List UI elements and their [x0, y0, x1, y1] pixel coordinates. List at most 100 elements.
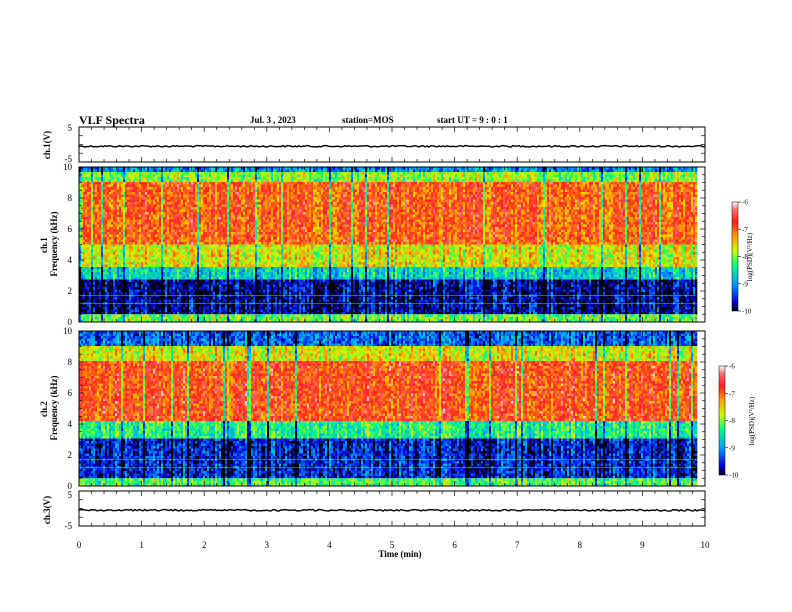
spectrogram-cell: [205, 210, 207, 213]
spectrogram-cell: [151, 315, 153, 318]
spectrogram-cell: [231, 257, 233, 260]
spectrogram-cell: [121, 215, 123, 218]
spectrogram-cell: [201, 212, 203, 215]
spectrogram-cell: [163, 255, 165, 258]
spectrogram-cell: [113, 207, 115, 210]
spectrogram-cell: [83, 172, 85, 175]
spectrogram-cell: [179, 290, 181, 293]
spectrogram-cell: [179, 172, 181, 175]
spectrogram-cell: [179, 202, 181, 205]
spectrogram-cell: [167, 280, 169, 283]
spectrogram-cell: [89, 190, 91, 193]
spectrogram-cell: [193, 287, 195, 290]
spectrogram-cell: [85, 200, 87, 203]
spectrogram-cell: [145, 270, 147, 273]
spectrogram-cell: [207, 202, 209, 205]
spectrogram-cell: [151, 305, 153, 308]
spectrogram-cell: [177, 190, 179, 193]
spectrogram-cell: [173, 297, 175, 300]
spectrogram-cell: [139, 212, 141, 215]
spectrogram-cell: [187, 247, 189, 250]
spectrogram-cell: [159, 182, 161, 185]
spectrogram-cell: [225, 215, 227, 218]
spectrogram-cell: [107, 305, 109, 308]
spectrogram-cell: [159, 197, 161, 200]
spectrogram-cell: [145, 205, 147, 208]
spectrogram-cell: [131, 287, 133, 290]
spectrogram-cell: [209, 285, 211, 288]
spectrogram-cell: [213, 170, 215, 173]
spectrogram-cell: [81, 310, 83, 313]
spectrogram-cell: [125, 247, 127, 250]
spectrogram-cell: [165, 260, 167, 263]
spectrogram-cell: [133, 310, 135, 313]
spectrogram-cell: [209, 272, 211, 275]
spectrogram-cell: [105, 175, 107, 178]
spectrogram-cell: [153, 260, 155, 263]
spectrogram-cell: [93, 222, 95, 225]
spectrogram-cell: [189, 205, 191, 208]
spectrogram-cell: [209, 270, 211, 273]
spectrogram-cell: [151, 255, 153, 258]
spectrogram-cell: [185, 277, 187, 280]
spectrogram-cell: [87, 267, 89, 270]
spectrogram-cell: [121, 287, 123, 290]
spectrogram-cell: [201, 290, 203, 293]
spectrogram-cell: [83, 272, 85, 275]
spectrogram-cell: [171, 180, 173, 183]
spectrogram-cell: [109, 235, 111, 238]
spectrogram-cell: [121, 300, 123, 303]
spectrogram-cell: [221, 190, 223, 193]
spectrogram-cell: [137, 272, 139, 275]
spectrogram-cell: [181, 182, 183, 185]
spectrogram-cell: [151, 297, 153, 300]
spectrogram-cell: [159, 262, 161, 265]
spectrogram-cell: [169, 245, 171, 248]
spectrogram-cell: [209, 317, 211, 320]
spectrogram-cell: [113, 280, 115, 283]
spectrogram-cell: [211, 255, 213, 258]
spectrogram-cell: [229, 220, 231, 223]
spectrogram-cell: [89, 222, 91, 225]
spectrogram-cell: [143, 277, 145, 280]
spectrogram-cell: [171, 275, 173, 278]
spectrogram-cell: [225, 220, 227, 223]
spectrogram-cell: [175, 232, 177, 235]
spectrogram-cell: [185, 285, 187, 288]
spectrogram-cell: [151, 287, 153, 290]
spectrogram-cell: [185, 217, 187, 220]
spectrogram-cell: [207, 267, 209, 270]
spectrogram-cell: [211, 252, 213, 255]
spectrogram-cell: [211, 205, 213, 208]
spectrogram-cell: [185, 245, 187, 248]
spectrogram-cell: [115, 262, 117, 265]
spectrogram-cell: [147, 255, 149, 258]
spectrogram-cell: [113, 305, 115, 308]
spectrogram-cell: [179, 222, 181, 225]
spectrogram-cell: [89, 290, 91, 293]
spectrogram-cell: [165, 245, 167, 248]
spectrogram-cell: [213, 207, 215, 210]
spectrogram-cell: [147, 297, 149, 300]
spectrogram-cell: [141, 202, 143, 205]
spectrogram-cell: [171, 262, 173, 265]
spectrogram-cell: [179, 252, 181, 255]
spectrogram-cell: [117, 250, 119, 253]
spectrogram-cell: [153, 225, 155, 228]
spectrogram-cell: [83, 297, 85, 300]
spectrogram-cell: [115, 170, 117, 173]
spectrogram-cell: [125, 197, 127, 200]
spectrogram-cell: [153, 232, 155, 235]
spectrogram-cell: [159, 212, 161, 215]
spectrogram-cell: [223, 197, 225, 200]
spectrogram-cell: [173, 260, 175, 263]
spectrogram-cell: [223, 247, 225, 250]
spectrogram-cell: [113, 182, 115, 185]
spectrogram-cell: [205, 255, 207, 258]
spectrogram-cell: [177, 285, 179, 288]
spectrogram-cell: [219, 242, 221, 245]
spectrogram-cell: [163, 170, 165, 173]
spectrogram-cell: [139, 242, 141, 245]
spectrogram-cell: [181, 205, 183, 208]
spectrogram-cell: [95, 307, 97, 310]
